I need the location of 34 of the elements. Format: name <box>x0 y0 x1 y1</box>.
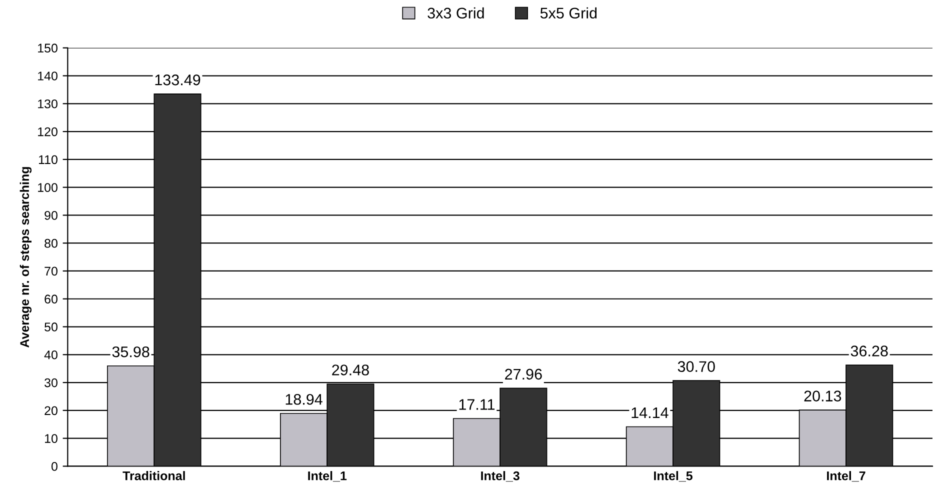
x-tick-label: Intel_3 <box>481 471 520 482</box>
x-tick-label: Traditional <box>122 471 185 480</box>
legend-label: 5x5 Grid <box>540 7 597 19</box>
y-tick-label: 20 <box>44 406 58 416</box>
y-tick-label: 70 <box>44 266 58 276</box>
x-tick-label: Intel_1 <box>308 471 347 482</box>
y-tick-label: 0 <box>51 462 58 471</box>
data-label: 14.14 <box>632 408 668 418</box>
y-tick-label: 30 <box>44 378 58 388</box>
x-tick-label: Intel_7 <box>827 471 866 482</box>
y-tick-label: 110 <box>38 155 58 164</box>
data-label: 30.70 <box>678 361 715 372</box>
y-tick-label: 40 <box>44 350 58 360</box>
data-label: 27.96 <box>505 368 542 380</box>
data-label: 18.94 <box>286 394 322 405</box>
y-axis-title: Average nr. of steps searching <box>20 167 32 348</box>
data-label: 36.28 <box>850 346 888 356</box>
legend-label: 3x3 Grid <box>428 7 484 19</box>
data-label: 17.11 <box>459 399 495 410</box>
data-label: 133.49 <box>155 74 200 86</box>
data-label: 20.13 <box>804 390 842 402</box>
y-tick-label: 90 <box>44 211 58 220</box>
y-tick-label: 10 <box>45 434 58 443</box>
x-tick-label: Intel_5 <box>654 471 692 482</box>
y-tick-label: 130 <box>38 99 58 108</box>
y-tick-label: 60 <box>44 294 58 304</box>
y-tick-label: 120 <box>38 127 58 136</box>
y-tick-label: 50 <box>44 322 58 332</box>
y-tick-label: 140 <box>38 72 58 80</box>
data-label: 35.98 <box>112 346 150 358</box>
y-tick-label: 80 <box>44 238 58 248</box>
y-tick-label: 150 <box>38 44 58 53</box>
data-label: 29.48 <box>332 364 369 376</box>
y-tick-label: 100 <box>38 183 58 192</box>
